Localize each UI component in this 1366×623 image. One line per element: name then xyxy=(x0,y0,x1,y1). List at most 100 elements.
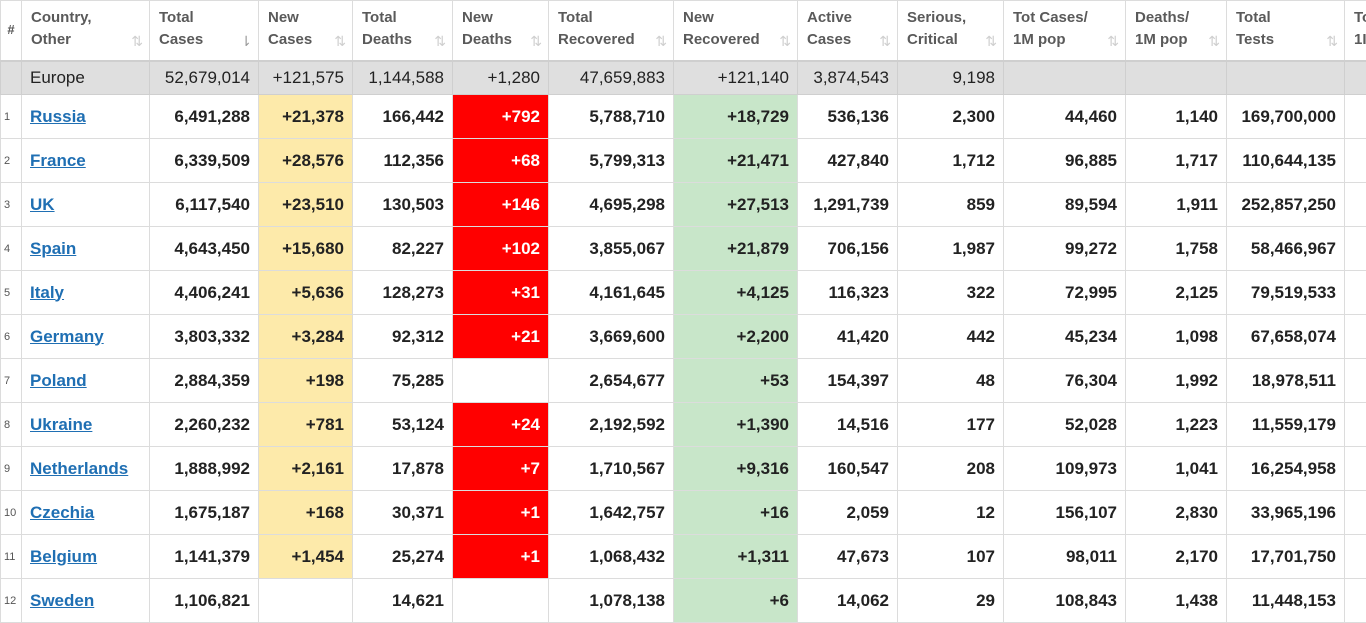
header-new-deaths[interactable]: New Deaths ⇅ xyxy=(452,0,549,62)
header-total-recovered[interactable]: Total Recovered ⇅ xyxy=(548,0,674,62)
total-tests-cell: 17,701,750 xyxy=(1226,534,1345,579)
serious-critical-cell: 107 xyxy=(897,534,1004,579)
sort-icon[interactable]: ⇅ xyxy=(530,32,542,49)
country-link[interactable]: Sweden xyxy=(30,590,95,610)
new-recovered-cell: +121,140 xyxy=(673,60,798,95)
cases-per-million-cell: 99,272 xyxy=(1003,226,1126,271)
country-cell: Ukraine xyxy=(21,402,150,447)
total-deaths-cell: 112,356 xyxy=(352,138,453,183)
table-row: 11 Belgium 1,141,379 +1,454 25,274 +1 1,068,43… xyxy=(0,534,1366,579)
rank-cell: 5 xyxy=(0,270,22,315)
sort-icon[interactable]: ⇅ xyxy=(131,32,143,49)
header-active-cases[interactable]: Active Cases ⇅ xyxy=(797,0,898,62)
active-cases-cell: 154,397 xyxy=(797,358,898,403)
header-rank[interactable]: # xyxy=(0,0,22,62)
table-row: 1 Russia 6,491,288 +21,378 166,442 +792 5,788,… xyxy=(0,94,1366,139)
total-tests-cell: 252,857,250 xyxy=(1226,182,1345,227)
active-cases-cell: 536,136 xyxy=(797,94,898,139)
cases-per-million-cell: 109,973 xyxy=(1003,446,1126,491)
country-cell: UK xyxy=(21,182,150,227)
active-cases-cell: 706,156 xyxy=(797,226,898,271)
country-cell: Sweden xyxy=(21,578,150,623)
deaths-per-million-cell: 1,758 xyxy=(1125,226,1227,271)
country-link[interactable]: UK xyxy=(30,194,55,214)
rank-cell: 9 xyxy=(0,446,22,491)
sort-icon[interactable]: ⇅ xyxy=(655,32,667,49)
country-link[interactable]: Russia xyxy=(30,106,86,126)
table-row: 8 Ukraine 2,260,232 +781 53,124 +24 2,192,592 +… xyxy=(0,402,1366,447)
header-label: New xyxy=(268,9,299,26)
cases-per-million-cell: 89,594 xyxy=(1003,182,1126,227)
header-label: Deaths xyxy=(462,31,513,48)
header-total-deaths[interactable]: Total Deaths ⇅ xyxy=(352,0,453,62)
active-cases-cell: 2,059 xyxy=(797,490,898,535)
country-link[interactable]: Belgium xyxy=(30,546,98,566)
total-cases-cell: 6,339,509 xyxy=(149,138,259,183)
header-new-recovered[interactable]: New Recovered ⇅ xyxy=(673,0,798,62)
new-cases-cell: +3,284 xyxy=(258,314,353,359)
total-deaths-cell: 14,621 xyxy=(352,578,453,623)
sort-icon[interactable]: ⇅ xyxy=(434,32,446,49)
sort-icon[interactable]: ⇅ xyxy=(779,32,791,49)
country-link[interactable]: Spain xyxy=(30,238,77,258)
header-total-tests[interactable]: Total Tests ⇅ xyxy=(1226,0,1345,62)
sort-icon[interactable]: ⇅ xyxy=(334,32,346,49)
header-total-cases[interactable]: Total Cases ⇂ xyxy=(149,0,259,62)
total-cases-cell: 2,884,359 xyxy=(149,358,259,403)
serious-critical-cell: 29 xyxy=(897,578,1004,623)
sort-icon[interactable]: ⇅ xyxy=(879,32,891,49)
country-link[interactable]: Poland xyxy=(30,370,87,390)
header-label: 1M pop xyxy=(1135,31,1188,48)
country-cell: Czechia xyxy=(21,490,150,535)
header-deaths-per-million[interactable]: Deaths/1M pop ⇅ xyxy=(1125,0,1227,62)
active-cases-cell: 1,291,739 xyxy=(797,182,898,227)
serious-critical-cell: 208 xyxy=(897,446,1004,491)
country-link[interactable]: Czechia xyxy=(30,502,95,522)
tests-per-million-cell xyxy=(1344,94,1366,139)
new-deaths-cell: +24 xyxy=(452,402,549,447)
header-label: Total xyxy=(1236,9,1271,26)
rank-cell: 11 xyxy=(0,534,22,579)
total-recovered-cell: 5,799,313 xyxy=(548,138,674,183)
total-deaths-cell: 75,285 xyxy=(352,358,453,403)
sort-icon[interactable]: ⇅ xyxy=(985,32,997,49)
total-recovered-cell: 2,654,677 xyxy=(548,358,674,403)
country-link[interactable]: Germany xyxy=(30,326,104,346)
serious-critical-cell: 2,300 xyxy=(897,94,1004,139)
total-recovered-cell: 1,068,432 xyxy=(548,534,674,579)
tests-per-million-cell xyxy=(1344,358,1366,403)
sort-icon[interactable]: ⇅ xyxy=(1107,32,1119,49)
new-recovered-cell: +21,879 xyxy=(673,226,798,271)
serious-critical-cell: 177 xyxy=(897,402,1004,447)
rank-cell: 1 xyxy=(0,94,22,139)
country-link[interactable]: Ukraine xyxy=(30,414,93,434)
country-link[interactable]: Italy xyxy=(30,282,65,302)
cases-per-million-cell: 44,460 xyxy=(1003,94,1126,139)
header-country[interactable]: Country, Other ⇅ xyxy=(21,0,150,62)
total-deaths-cell: 1,144,588 xyxy=(352,60,453,95)
total-deaths-cell: 82,227 xyxy=(352,226,453,271)
new-recovered-cell: +1,311 xyxy=(673,534,798,579)
sort-icon[interactable]: ⇅ xyxy=(1208,32,1220,49)
cases-per-million-cell: 52,028 xyxy=(1003,402,1126,447)
new-cases-cell: +198 xyxy=(258,358,353,403)
header-label: Tests xyxy=(1236,31,1275,48)
new-recovered-cell: +4,125 xyxy=(673,270,798,315)
deaths-per-million-cell: 2,170 xyxy=(1125,534,1227,579)
header-cases-per-million[interactable]: Tot Cases/1M pop ⇅ xyxy=(1003,0,1126,62)
table-row: 12 Sweden 1,106,821 14,621 1,078,138 +6 14,062… xyxy=(0,578,1366,623)
total-deaths-cell: 25,274 xyxy=(352,534,453,579)
sort-icon[interactable]: ⇅ xyxy=(1326,32,1338,49)
deaths-per-million-cell: 1,911 xyxy=(1125,182,1227,227)
country-link[interactable]: Netherlands xyxy=(30,458,129,478)
deaths-per-million-cell: 1,223 xyxy=(1125,402,1227,447)
sort-active-icon[interactable]: ⇂ xyxy=(240,32,252,49)
header-serious-critical[interactable]: Serious, Critical ⇅ xyxy=(897,0,1004,62)
country-link[interactable]: France xyxy=(30,150,86,170)
total-tests-cell: 67,658,074 xyxy=(1226,314,1345,359)
header-new-cases[interactable]: New Cases ⇅ xyxy=(258,0,353,62)
deaths-per-million-cell: 1,438 xyxy=(1125,578,1227,623)
header-tests-per-million[interactable]: To 1I xyxy=(1344,0,1366,62)
active-cases-cell: 47,673 xyxy=(797,534,898,579)
total-cases-cell: 4,406,241 xyxy=(149,270,259,315)
